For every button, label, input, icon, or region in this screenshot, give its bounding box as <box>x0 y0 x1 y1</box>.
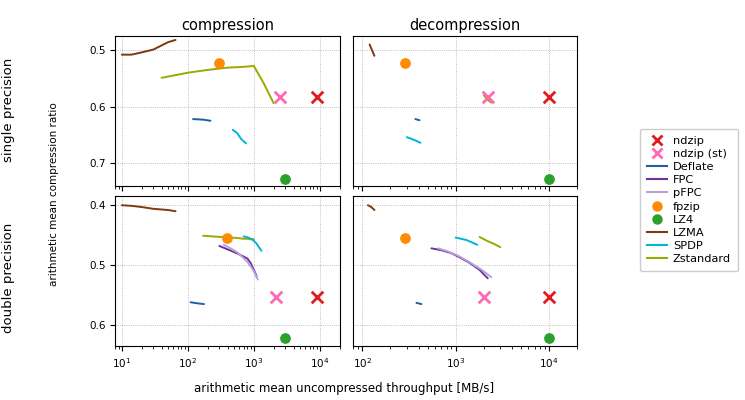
Legend: ndzip, ndzip (st), Deflate, FPC, pFPC, fpzip, LZ4, LZMA, SPDP, Zstandard: ndzip, ndzip (st), Deflate, FPC, pFPC, f… <box>640 129 738 271</box>
Point <box>543 94 555 100</box>
Point <box>399 59 411 66</box>
Point <box>482 94 494 100</box>
Title: compression: compression <box>181 18 274 34</box>
Text: double precision: double precision <box>2 223 16 333</box>
Point <box>311 94 323 100</box>
Text: arithmetic mean uncompressed throughput [MB/s]: arithmetic mean uncompressed throughput … <box>194 382 494 395</box>
Point <box>543 176 555 182</box>
Point <box>543 294 555 300</box>
Point <box>543 335 555 342</box>
Point <box>478 294 489 300</box>
Text: single precision: single precision <box>2 58 16 162</box>
Point <box>311 294 323 300</box>
Text: arithmetic mean compression ratio: arithmetic mean compression ratio <box>48 102 59 286</box>
Point <box>279 335 291 342</box>
Point <box>221 234 233 241</box>
Point <box>270 294 282 300</box>
Point <box>399 234 411 241</box>
Point <box>213 59 225 66</box>
Point <box>279 176 291 182</box>
Point <box>274 94 286 100</box>
Title: decompression: decompression <box>410 18 521 34</box>
